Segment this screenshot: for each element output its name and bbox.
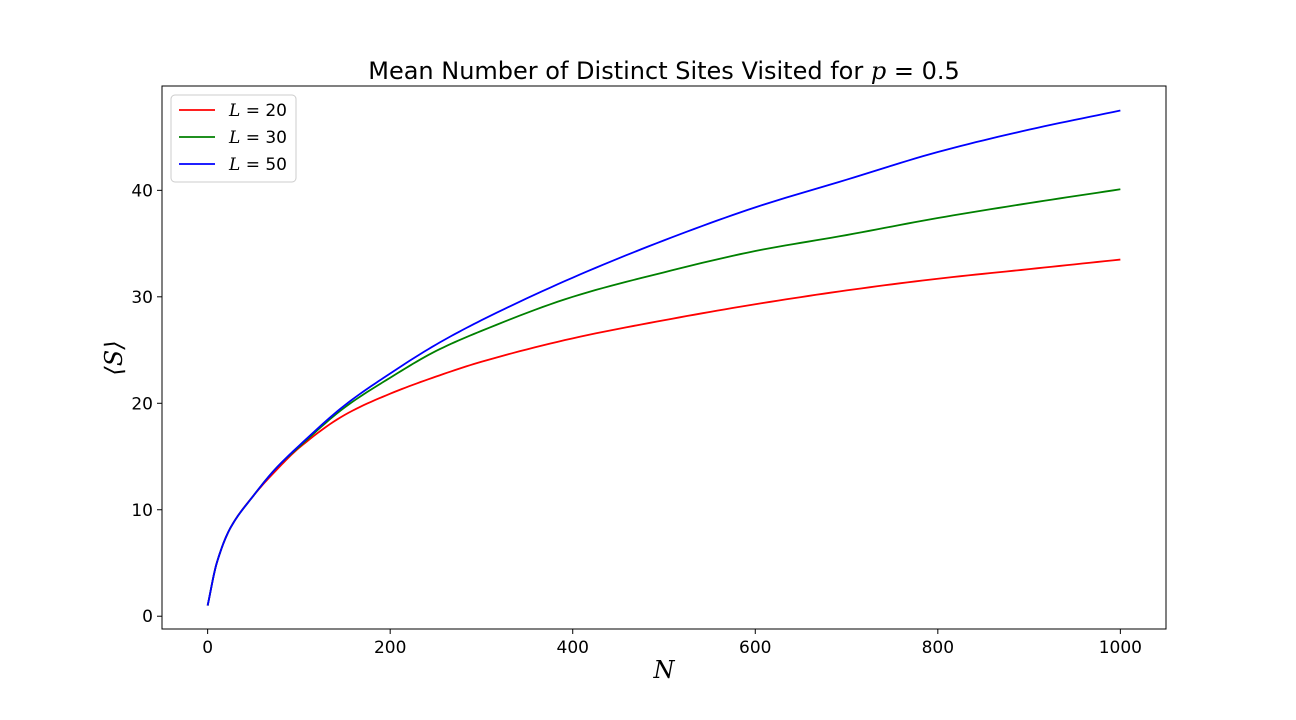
axes-frame xyxy=(161,85,1167,630)
series-line-3 xyxy=(206,109,1121,606)
x-tick-label: 800 xyxy=(922,638,954,658)
chart-title: Mean Number of Distinct Sites Visited fo… xyxy=(368,57,960,85)
plot-area: 0 200 400 600 800 1000 0 10 20 30 40 xyxy=(131,85,1167,658)
x-tick-label: 200 xyxy=(374,638,406,658)
legend-label: L = 30 xyxy=(228,128,287,148)
y-tick-label: 30 xyxy=(131,288,153,308)
y-axis-label: ⟨S⟩ xyxy=(100,340,128,375)
legend: L = 20 L = 30 L = 50 xyxy=(170,94,297,183)
legend-label: L = 50 xyxy=(228,155,287,175)
y-tick-label: 0 xyxy=(142,607,153,627)
y-tick-label: 10 xyxy=(131,501,153,521)
x-axis-label: N xyxy=(653,656,676,684)
legend-box xyxy=(170,94,297,183)
y-tick-label: 20 xyxy=(131,394,153,414)
y-tick-label: 40 xyxy=(131,181,153,201)
x-tick-label: 600 xyxy=(739,638,771,658)
x-tick-label: 0 xyxy=(202,638,213,658)
x-tick-label: 1000 xyxy=(1099,638,1142,658)
legend-label: L = 20 xyxy=(228,101,287,121)
x-tick-label: 400 xyxy=(557,638,589,658)
